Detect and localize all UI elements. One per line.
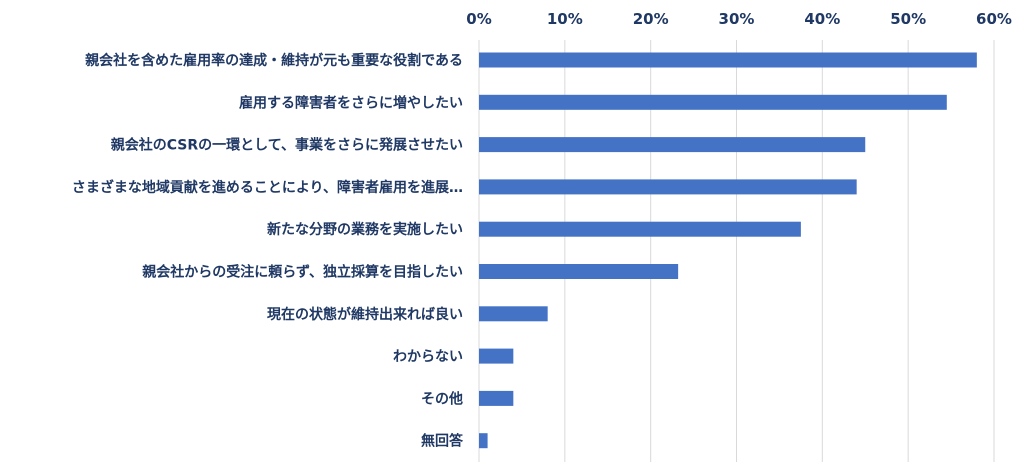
- bar: [479, 306, 548, 322]
- bar: [479, 137, 866, 153]
- category-label: わからない: [393, 349, 463, 365]
- bars: [479, 52, 977, 449]
- x-tick-label: 0%: [466, 10, 491, 28]
- category-labels: 親会社を含めた雇用率の達成・維持が元も重要な役割である雇用する障害者をさらに増や…: [72, 52, 464, 450]
- category-label: 無回答: [421, 433, 464, 450]
- bar: [479, 52, 977, 68]
- x-tick-label: 40%: [804, 10, 840, 28]
- bar: [479, 433, 488, 449]
- category-label: さまざまな地域貢献を進めることにより、障害者雇用を進展…: [72, 179, 463, 196]
- category-label: その他: [421, 390, 463, 407]
- bar: [479, 221, 801, 237]
- category-label: 雇用する障害者をさらに増やしたい: [239, 94, 463, 111]
- category-label: 親会社のCSRの一環として、事業をさらに発展させたい: [111, 137, 463, 154]
- category-label: 親会社を含めた雇用率の達成・維持が元も重要な役割である: [85, 52, 463, 69]
- x-tick-label: 20%: [633, 10, 669, 28]
- bar: [479, 390, 514, 406]
- x-tick-label: 50%: [890, 10, 926, 28]
- x-tick-label: 30%: [719, 10, 755, 28]
- gridlines: [478, 40, 995, 462]
- bar: [479, 264, 679, 279]
- x-tick-label: 10%: [547, 10, 583, 28]
- category-label: 親会社からの受注に頼らず、独立採算を目指したい: [142, 264, 463, 281]
- x-axis-tick-labels: 0% 10% 20% 30% 40% 50% 60%: [466, 10, 1012, 28]
- category-label: 新たな分野の業務を実施したい: [267, 221, 463, 238]
- category-label: 現在の状態が維持出来れば良い: [267, 306, 463, 323]
- bar: [479, 94, 947, 110]
- bar: [479, 348, 514, 364]
- x-tick-label: 60%: [976, 10, 1012, 28]
- bar: [479, 179, 857, 195]
